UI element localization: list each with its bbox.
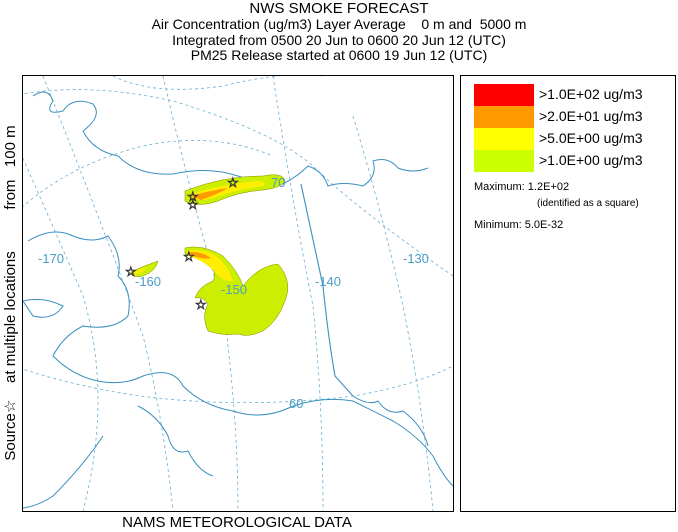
legend-item: >1.0E+02 ug/m3 [474, 84, 674, 106]
source-star-icon: ☆ [227, 176, 239, 191]
plume-west-mid [133, 268, 147, 274]
graticule-lines [23, 76, 453, 511]
kenai-coast [137, 405, 214, 477]
legend-label: >1.0E+00 ug/m3 [539, 152, 643, 168]
legend-item: >5.0E+00 ug/m3 [474, 128, 674, 150]
plume-north-inner [191, 188, 228, 200]
legend-swatch-red [474, 84, 534, 106]
label-lon-minus130: -130 [403, 251, 429, 266]
plume-central-inner [188, 251, 211, 259]
border-line [300, 183, 354, 397]
us-canada-border [300, 183, 354, 397]
title-block: NWS SMOKE FORECAST Air Concentration (ug… [0, 0, 678, 64]
plume-central-outer [184, 246, 289, 336]
label-lon-minus160: -160 [135, 274, 161, 289]
lat-60-line [23, 365, 453, 404]
legend-swatch-orange [474, 106, 534, 128]
smoke-plumes [130, 174, 289, 336]
label-lon-minus150: -150 [221, 282, 247, 297]
label-lat-70: 70 [271, 175, 285, 190]
south-coast [27, 231, 453, 487]
plume-central-mid [188, 250, 233, 282]
lon-minus170-line [23, 157, 99, 511]
minimum-value: Minimum: 5.0E-32 [474, 219, 564, 231]
lat-75-line [23, 140, 274, 208]
lon-minus160-line [42, 76, 174, 511]
label-lat-60: 60 [289, 396, 303, 411]
legend-label: >2.0E+01 ug/m3 [539, 108, 643, 124]
legend-swatch-yellow [474, 128, 534, 150]
source-side-label: Source☆ at multiple locations from 100 m [2, 125, 19, 461]
lon-minus150-line [162, 76, 239, 511]
source-star-icon: ☆ [183, 250, 195, 265]
peninsula-coast [23, 435, 104, 509]
north-coast [32, 91, 429, 187]
legend-swatch-green [474, 150, 534, 172]
label-lon-minus170: -170 [38, 251, 64, 266]
source-markers: ☆ ☆ ☆ ☆ ☆ ☆ [125, 176, 239, 314]
source-star-icon: ☆ [125, 265, 137, 280]
forecast-title: NWS SMOKE FORECAST [249, 0, 429, 17]
source-side-label-container: Source☆ at multiple locations from 100 m [0, 75, 20, 510]
graticule-labels: -170 -160 -150 -140 -130 60 70 [38, 175, 429, 411]
release-start: PM25 Release started at 0600 19 Jun 12 (… [190, 47, 488, 63]
map-panel[interactable]: ☆ ☆ ☆ ☆ ☆ ☆ -170 -160 -150 -140 -130 60 … [22, 75, 454, 512]
source-star-icon: ☆ [195, 298, 207, 313]
source-star-icon: ☆ [187, 190, 199, 205]
legend-item: >1.0E+00 ug/m3 [474, 150, 674, 172]
maximum-note: (identified as a square) [537, 198, 639, 209]
lat-80-line [112, 76, 323, 90]
source-star-icon: ☆ [187, 198, 199, 213]
label-lon-minus140: -140 [315, 274, 341, 289]
legend-item: >2.0E+01 ug/m3 [474, 106, 674, 128]
integration-period: Integrated from 0500 20 Jun to 0600 20 J… [172, 31, 506, 48]
panhandle-coast [352, 395, 429, 447]
legend-label: >5.0E+00 ug/m3 [539, 130, 643, 146]
meteorological-data-label: NAMS METEOROLOGICAL DATA [122, 514, 352, 531]
island-west [23, 298, 64, 318]
legend-label: >1.0E+02 ug/m3 [539, 86, 643, 102]
lon-minus130-line [352, 115, 434, 511]
map-svg[interactable]: ☆ ☆ ☆ ☆ ☆ ☆ -170 -160 -150 -140 -130 60 … [23, 76, 453, 511]
legend-panel: >1.0E+02 ug/m3 >2.0E+01 ug/m3 >5.0E+00 u… [460, 75, 676, 512]
concentration-subtitle: Air Concentration (ug/m3) Layer Average … [151, 16, 527, 32]
maximum-value: Maximum: 1.2E+02 [474, 181, 570, 193]
coastline [23, 91, 453, 509]
